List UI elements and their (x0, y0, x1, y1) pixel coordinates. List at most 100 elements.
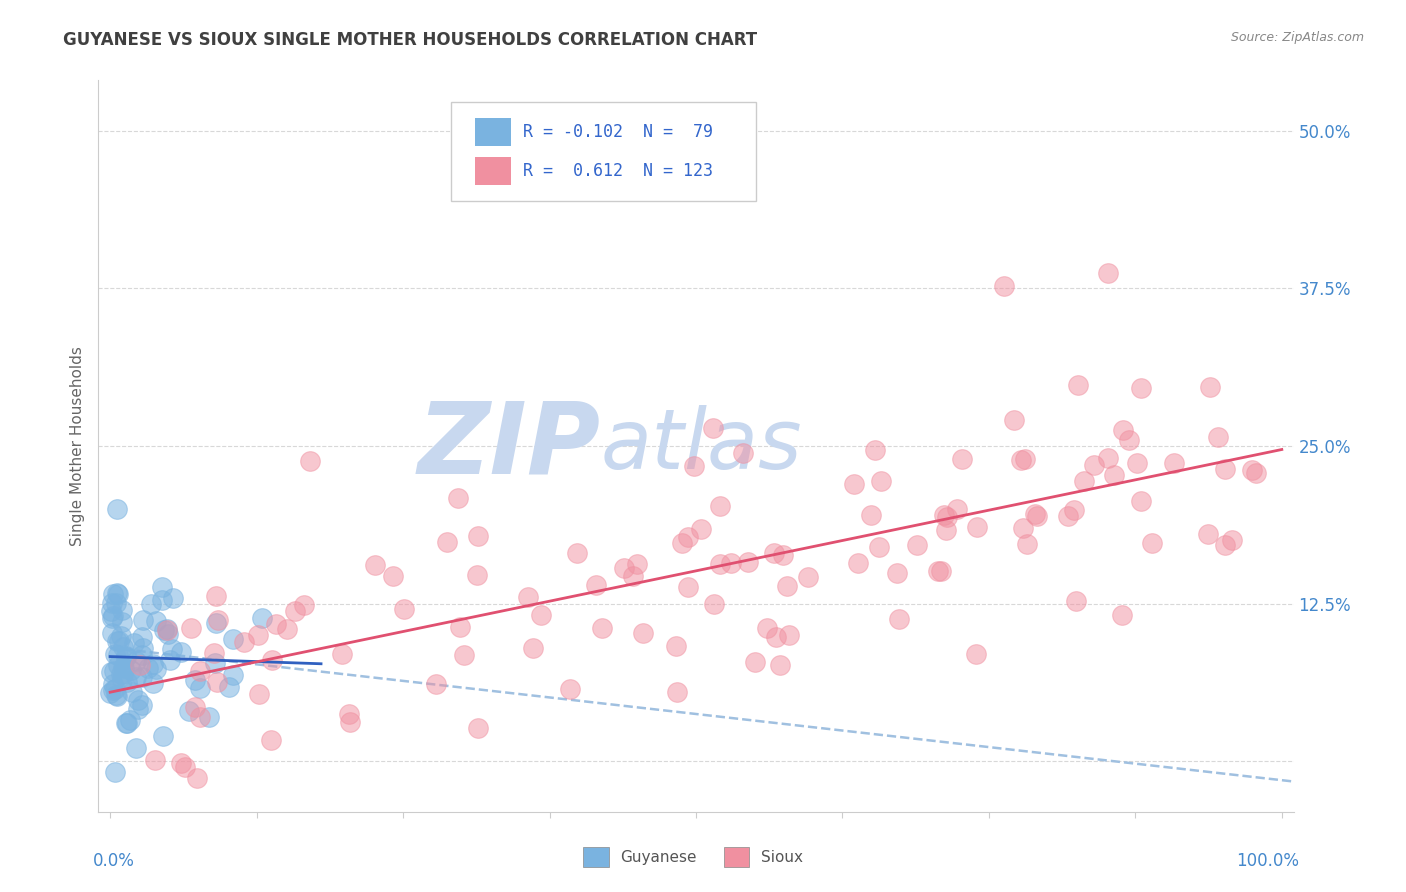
Point (1066, 594, 1088, 608)
Point (720, 556, 742, 570)
Point (125, 740, 148, 755)
Point (103, 664, 125, 678)
Point (153, 623, 176, 637)
Point (1073, 474, 1095, 488)
Point (247, 687, 270, 701)
Point (100, 626, 122, 640)
Point (763, 546, 786, 560)
Point (114, 649, 136, 664)
Point (145, 614, 167, 628)
Point (143, 753, 166, 767)
Point (1067, 377, 1090, 392)
Point (160, 642, 183, 657)
Point (105, 502, 128, 516)
Point (665, 639, 688, 653)
Point (115, 715, 138, 730)
Point (127, 693, 149, 707)
Point (755, 621, 778, 635)
Point (382, 569, 405, 583)
Point (591, 621, 613, 635)
Point (467, 529, 489, 543)
Point (702, 421, 724, 435)
Point (1102, 467, 1125, 482)
Point (842, 477, 865, 491)
Point (339, 714, 361, 729)
Point (690, 522, 713, 536)
Point (156, 622, 179, 636)
Point (159, 653, 181, 667)
Point (886, 566, 908, 581)
Point (101, 609, 124, 624)
Point (112, 661, 135, 675)
Point (1026, 508, 1049, 523)
Point (465, 567, 488, 582)
Text: Sioux: Sioux (761, 850, 803, 864)
Point (117, 675, 139, 690)
Point (246, 628, 269, 642)
Point (128, 657, 150, 672)
Point (105, 596, 128, 610)
Text: atlas: atlas (600, 406, 801, 486)
Point (1012, 521, 1035, 535)
Point (772, 548, 794, 562)
Point (1241, 463, 1264, 477)
Point (778, 628, 800, 642)
Point (1002, 412, 1025, 426)
Point (131, 630, 153, 644)
Point (530, 607, 553, 622)
Point (183, 673, 205, 688)
Point (1010, 453, 1032, 467)
Point (1118, 433, 1140, 447)
Y-axis label: Single Mother Households: Single Mother Households (69, 346, 84, 546)
Point (204, 657, 226, 671)
Point (676, 581, 699, 595)
Point (179, 704, 201, 718)
Point (118, 713, 141, 727)
Point (131, 670, 153, 684)
Point (929, 565, 952, 579)
Point (100, 665, 122, 679)
Point (103, 676, 125, 690)
Point (1220, 533, 1243, 547)
Point (124, 670, 146, 684)
Point (136, 660, 159, 674)
Point (107, 648, 129, 662)
Point (565, 546, 588, 560)
Point (330, 648, 353, 662)
Text: ZIP: ZIP (418, 398, 600, 494)
Point (111, 673, 134, 687)
Point (363, 558, 385, 573)
Point (993, 278, 1015, 293)
Point (132, 613, 155, 627)
Point (188, 681, 211, 695)
Point (188, 710, 211, 724)
Point (936, 509, 959, 524)
Point (107, 657, 129, 672)
Point (169, 756, 191, 770)
Point (120, 663, 142, 677)
Point (1063, 503, 1085, 517)
Point (276, 622, 298, 636)
Point (1112, 424, 1135, 438)
Point (298, 454, 321, 468)
Point (207, 613, 229, 627)
Point (765, 631, 787, 645)
Point (101, 587, 124, 601)
Point (111, 666, 134, 681)
Point (105, 689, 128, 703)
Point (131, 698, 153, 712)
Point (436, 535, 458, 549)
Point (127, 702, 149, 716)
Point (157, 626, 180, 640)
Point (202, 646, 225, 660)
Point (1014, 451, 1036, 466)
Text: GUYANESE VS SIOUX SINGLE MOTHER HOUSEHOLDS CORRELATION CHART: GUYANESE VS SIOUX SINGLE MOTHER HOUSEHOL… (63, 31, 758, 49)
Point (1140, 536, 1163, 550)
Point (966, 519, 988, 533)
Point (1083, 458, 1105, 472)
Point (558, 682, 581, 697)
Point (946, 502, 969, 516)
Point (110, 667, 132, 681)
Point (292, 598, 315, 612)
Point (205, 615, 228, 630)
